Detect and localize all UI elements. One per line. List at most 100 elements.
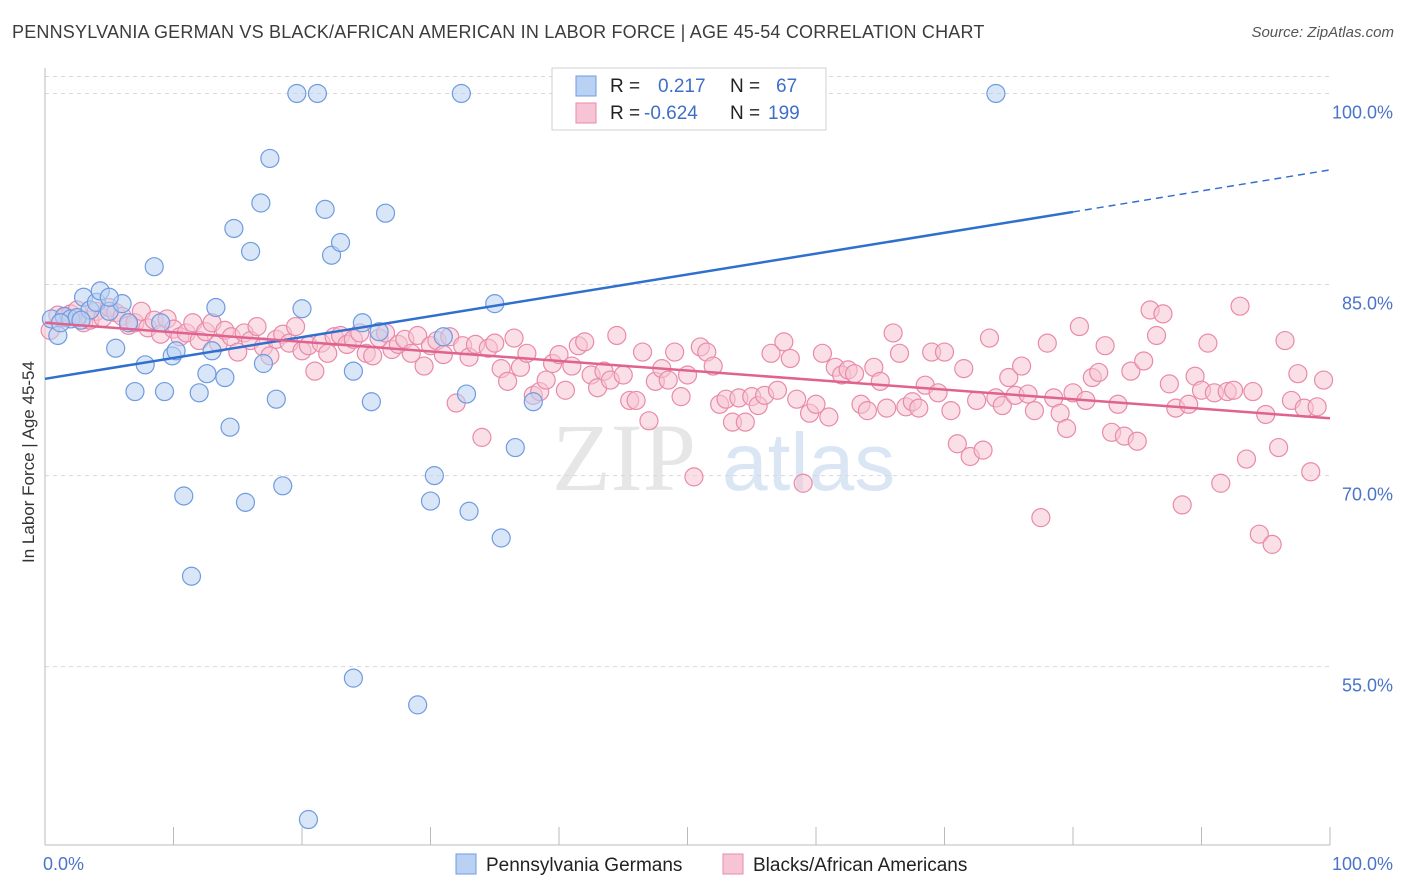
pink-point xyxy=(1011,356,1032,376)
pink-point xyxy=(1134,351,1154,371)
stats-legend: R = 0.217 N = 67 R = -0.624 N = 199 xyxy=(551,67,827,131)
pink-point xyxy=(1031,508,1051,528)
pink-point xyxy=(684,467,704,487)
blue-point xyxy=(118,313,139,333)
pink-point xyxy=(1095,336,1115,356)
blue-point xyxy=(408,695,428,715)
blue-point xyxy=(154,381,175,402)
pink-point xyxy=(305,361,325,381)
pink-point xyxy=(555,380,576,400)
pink-point xyxy=(870,371,890,391)
axes xyxy=(44,68,1331,846)
pink-point xyxy=(1275,330,1295,351)
pink-point xyxy=(1037,333,1057,353)
pink-point xyxy=(1224,380,1244,400)
pink-point xyxy=(498,371,518,391)
y-tick-label: 55.0% xyxy=(1342,676,1393,696)
y-tick-label: 85.0% xyxy=(1342,294,1393,314)
blue-point xyxy=(125,381,145,402)
pink-point xyxy=(607,325,627,346)
pink-point xyxy=(1127,431,1147,451)
blue-point xyxy=(298,809,319,830)
blue-point xyxy=(251,193,271,213)
pink-point xyxy=(536,370,556,390)
pink-point xyxy=(285,316,306,337)
pink-point xyxy=(819,407,839,427)
chart-title: PENNSYLVANIA GERMAN VS BLACK/AFRICAN AME… xyxy=(12,22,985,42)
pink-point xyxy=(433,344,453,365)
pink-point xyxy=(1179,394,1199,414)
pink-trend-line xyxy=(44,321,1331,420)
blue-point xyxy=(523,392,543,412)
pink-point xyxy=(1056,418,1077,439)
pink-point xyxy=(999,367,1019,388)
blue-point xyxy=(369,322,389,342)
y-tick-label: 100.0% xyxy=(1332,102,1393,122)
blue-point xyxy=(144,257,164,277)
legend-r-label-1: R = xyxy=(610,76,640,97)
pink-point xyxy=(1069,316,1090,337)
pink-point xyxy=(1153,304,1173,324)
pink-point xyxy=(973,440,993,460)
legend-r-value-1: 0.217 xyxy=(658,76,706,97)
pink-point xyxy=(774,332,794,352)
blue-point xyxy=(456,384,477,404)
blue-point xyxy=(151,313,171,333)
blue-trend-extension xyxy=(1072,169,1331,213)
blue-point xyxy=(433,327,453,347)
blue-point xyxy=(174,486,194,506)
pink-point xyxy=(626,390,646,411)
pink-point xyxy=(941,401,961,421)
watermark-zip: ZIP xyxy=(552,404,696,511)
pink-point xyxy=(408,325,428,346)
pink-point xyxy=(844,364,865,384)
blue-point xyxy=(459,501,479,521)
x-tick-label-max: 100.0% xyxy=(1332,854,1393,874)
blue-point xyxy=(343,361,363,381)
pink-point xyxy=(1288,364,1308,384)
blue-point xyxy=(307,83,328,104)
chart-source: Source: ZipAtlas.com xyxy=(1251,24,1394,41)
pink-point xyxy=(485,333,505,353)
pink-point xyxy=(1024,401,1045,421)
pink-point xyxy=(793,473,813,493)
pink-point xyxy=(414,356,434,376)
pink-point xyxy=(1121,361,1141,381)
watermark-atlas: atlas xyxy=(722,417,895,508)
series-legend: Pennsylvania Germans Blacks/African Amer… xyxy=(455,853,967,876)
pink-point xyxy=(1301,462,1321,482)
blue-point xyxy=(166,341,186,361)
pink-point xyxy=(1108,394,1128,414)
pink-point xyxy=(247,316,267,337)
pink-point xyxy=(671,387,691,407)
legend-n-label-2: N = xyxy=(730,103,760,124)
pink-point xyxy=(658,370,678,390)
pink-point xyxy=(1018,384,1038,404)
legend-n-value-2: 199 xyxy=(768,103,800,124)
pink-point xyxy=(1172,495,1192,515)
pink-point xyxy=(562,356,582,376)
series-legend-pink-swatch xyxy=(722,853,744,875)
pink-point xyxy=(1211,473,1231,493)
pink-point xyxy=(1236,449,1257,469)
pink-point xyxy=(954,359,974,379)
legend-n-value-1: 67 xyxy=(776,76,797,97)
pink-point xyxy=(877,398,897,418)
blue-point xyxy=(235,492,256,512)
series-legend-blue-label: Pennsylvania Germans xyxy=(486,855,682,876)
pink-point xyxy=(1089,362,1109,383)
blue-trend-line xyxy=(44,210,1074,381)
blue-point xyxy=(505,437,525,458)
pink-point xyxy=(967,390,987,411)
pink-point xyxy=(665,342,685,362)
legend-r-label-2: R = xyxy=(610,103,640,124)
blue-point xyxy=(330,232,351,253)
series-legend-pink-label: Blacks/African Americans xyxy=(753,855,967,876)
pink-point xyxy=(639,411,659,431)
x-tick-label-min: 0.0% xyxy=(43,854,84,874)
pink-point xyxy=(575,332,595,352)
blue-point xyxy=(491,528,511,548)
blue-point xyxy=(206,297,226,318)
blue-point xyxy=(99,287,119,307)
pink-point xyxy=(677,365,698,385)
